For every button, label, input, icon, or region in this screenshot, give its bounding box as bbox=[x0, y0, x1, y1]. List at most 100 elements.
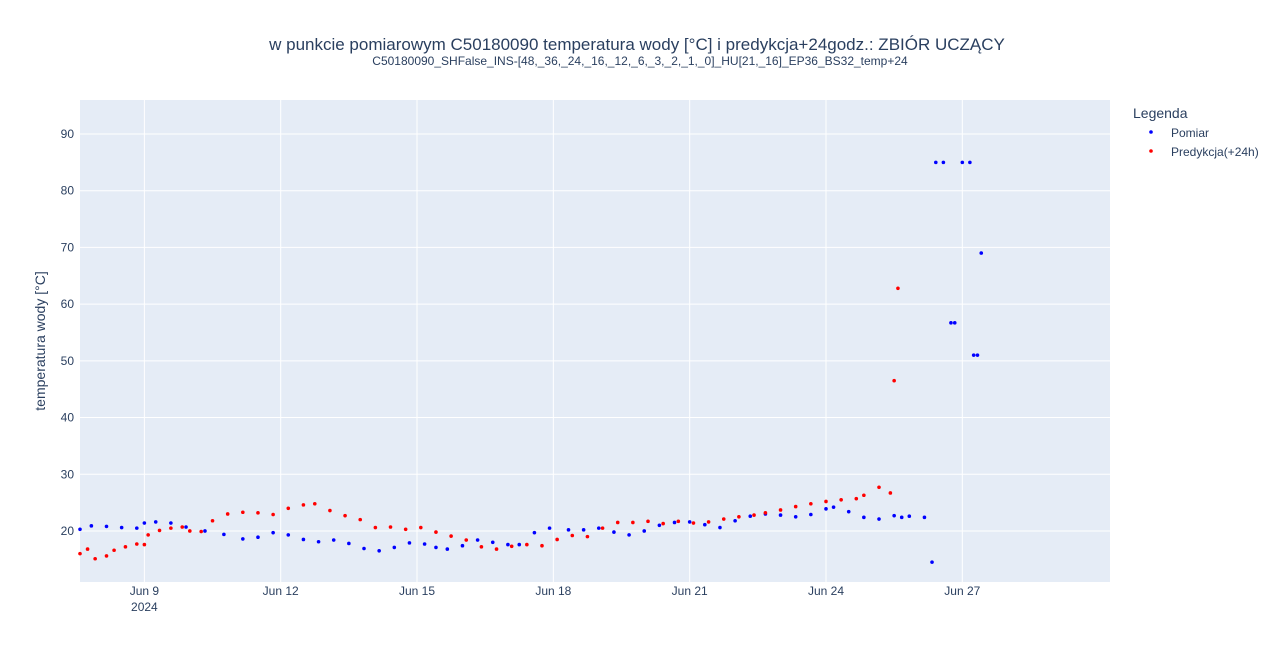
data-point bbox=[199, 529, 203, 534]
data-point bbox=[585, 534, 590, 539]
data-point bbox=[203, 529, 207, 533]
data-point bbox=[286, 506, 291, 511]
data-point bbox=[748, 514, 753, 519]
data-point bbox=[733, 518, 737, 523]
data-point bbox=[184, 525, 188, 529]
data-point bbox=[566, 528, 571, 532]
data-point bbox=[85, 547, 90, 551]
data-point bbox=[403, 527, 408, 532]
data-point bbox=[824, 499, 828, 504]
data-point bbox=[362, 546, 366, 551]
legend-item-predykcja[interactable]: Predykcja(+24h) bbox=[1149, 145, 1259, 159]
data-point bbox=[123, 545, 128, 549]
data-point bbox=[135, 526, 139, 530]
data-point bbox=[347, 541, 351, 546]
data-point bbox=[687, 520, 692, 524]
data-point bbox=[434, 545, 438, 550]
data-point bbox=[301, 503, 306, 507]
data-point bbox=[241, 510, 245, 515]
data-point bbox=[119, 525, 124, 530]
data-point bbox=[570, 533, 575, 538]
y-tick-label: 20 bbox=[61, 524, 75, 538]
data-point bbox=[464, 538, 469, 542]
x-gridlines bbox=[143, 100, 963, 582]
data-point bbox=[89, 524, 94, 528]
x-tick-label: Jun 9 bbox=[130, 584, 160, 598]
data-point bbox=[328, 508, 332, 513]
data-point bbox=[737, 514, 741, 519]
data-point bbox=[445, 547, 450, 551]
legend[interactable]: Legenda Pomiar Predykcja(+24h) bbox=[1133, 105, 1259, 159]
data-point bbox=[892, 513, 896, 518]
data-point bbox=[877, 485, 881, 490]
legend-title: Legenda bbox=[1133, 105, 1188, 121]
data-point bbox=[752, 513, 756, 517]
data-point bbox=[824, 507, 828, 511]
data-point bbox=[922, 515, 927, 520]
data-point bbox=[271, 530, 275, 535]
data-point bbox=[934, 160, 938, 165]
legend-item-pomiar[interactable]: Pomiar bbox=[1149, 126, 1209, 140]
data-point bbox=[657, 523, 662, 528]
data-point bbox=[809, 512, 813, 517]
data-point bbox=[627, 533, 631, 537]
data-point bbox=[930, 560, 934, 564]
data-point bbox=[449, 534, 453, 538]
data-point bbox=[600, 526, 605, 530]
x-tick-sublabel: 2024 bbox=[131, 600, 158, 614]
data-point bbox=[778, 513, 783, 517]
y-tick-label: 40 bbox=[61, 411, 75, 425]
data-point bbox=[517, 542, 522, 547]
x-axis-ticks: Jun 9 2024 Jun 12 Jun 15 Jun 18 Jun 21 Jun 24 J… bbox=[130, 584, 981, 614]
data-point bbox=[862, 493, 866, 498]
data-point bbox=[104, 554, 109, 558]
data-point bbox=[778, 508, 783, 512]
data-point bbox=[971, 353, 976, 357]
data-point bbox=[104, 524, 109, 529]
data-point bbox=[146, 533, 150, 537]
data-point bbox=[854, 496, 859, 501]
legend-label-predykcja: Predykcja(+24h) bbox=[1171, 145, 1259, 159]
data-point bbox=[407, 541, 412, 545]
y-tick-label: 30 bbox=[61, 467, 75, 481]
data-point bbox=[460, 543, 465, 548]
data-point bbox=[809, 501, 813, 506]
data-point bbox=[377, 549, 381, 553]
data-point bbox=[631, 520, 635, 525]
data-point bbox=[642, 529, 647, 533]
data-point bbox=[888, 491, 893, 495]
data-point bbox=[547, 526, 552, 530]
data-point bbox=[952, 321, 957, 325]
data-point bbox=[899, 515, 904, 520]
legend-marker-predykcja bbox=[1149, 149, 1153, 153]
data-point bbox=[256, 535, 260, 540]
data-point bbox=[188, 529, 192, 533]
data-point bbox=[509, 544, 514, 549]
y-gridlines bbox=[80, 133, 1110, 532]
data-point bbox=[271, 512, 275, 517]
data-point bbox=[846, 509, 851, 514]
y-tick-label: 90 bbox=[61, 127, 75, 141]
data-point bbox=[112, 548, 116, 553]
data-point bbox=[691, 521, 696, 525]
data-point bbox=[142, 542, 147, 547]
data-point bbox=[676, 519, 681, 524]
data-point bbox=[506, 542, 510, 547]
data-point bbox=[135, 542, 139, 546]
x-tick-label: Jun 21 bbox=[672, 584, 708, 598]
data-point bbox=[153, 520, 158, 524]
data-point bbox=[596, 526, 601, 530]
data-point bbox=[225, 512, 230, 516]
series-0 bbox=[78, 160, 984, 564]
data-point bbox=[646, 519, 650, 524]
chart-subtitle: C50180090_SHFalse_INS-[48,_36,_24,_16,_1… bbox=[372, 54, 908, 68]
data-point bbox=[241, 537, 245, 541]
y-tick-label: 50 bbox=[61, 354, 75, 368]
data-point bbox=[862, 515, 866, 520]
data-point bbox=[169, 521, 173, 525]
data-point bbox=[93, 556, 97, 561]
data-point bbox=[979, 251, 984, 255]
data-point bbox=[78, 551, 82, 556]
data-point bbox=[907, 514, 912, 519]
